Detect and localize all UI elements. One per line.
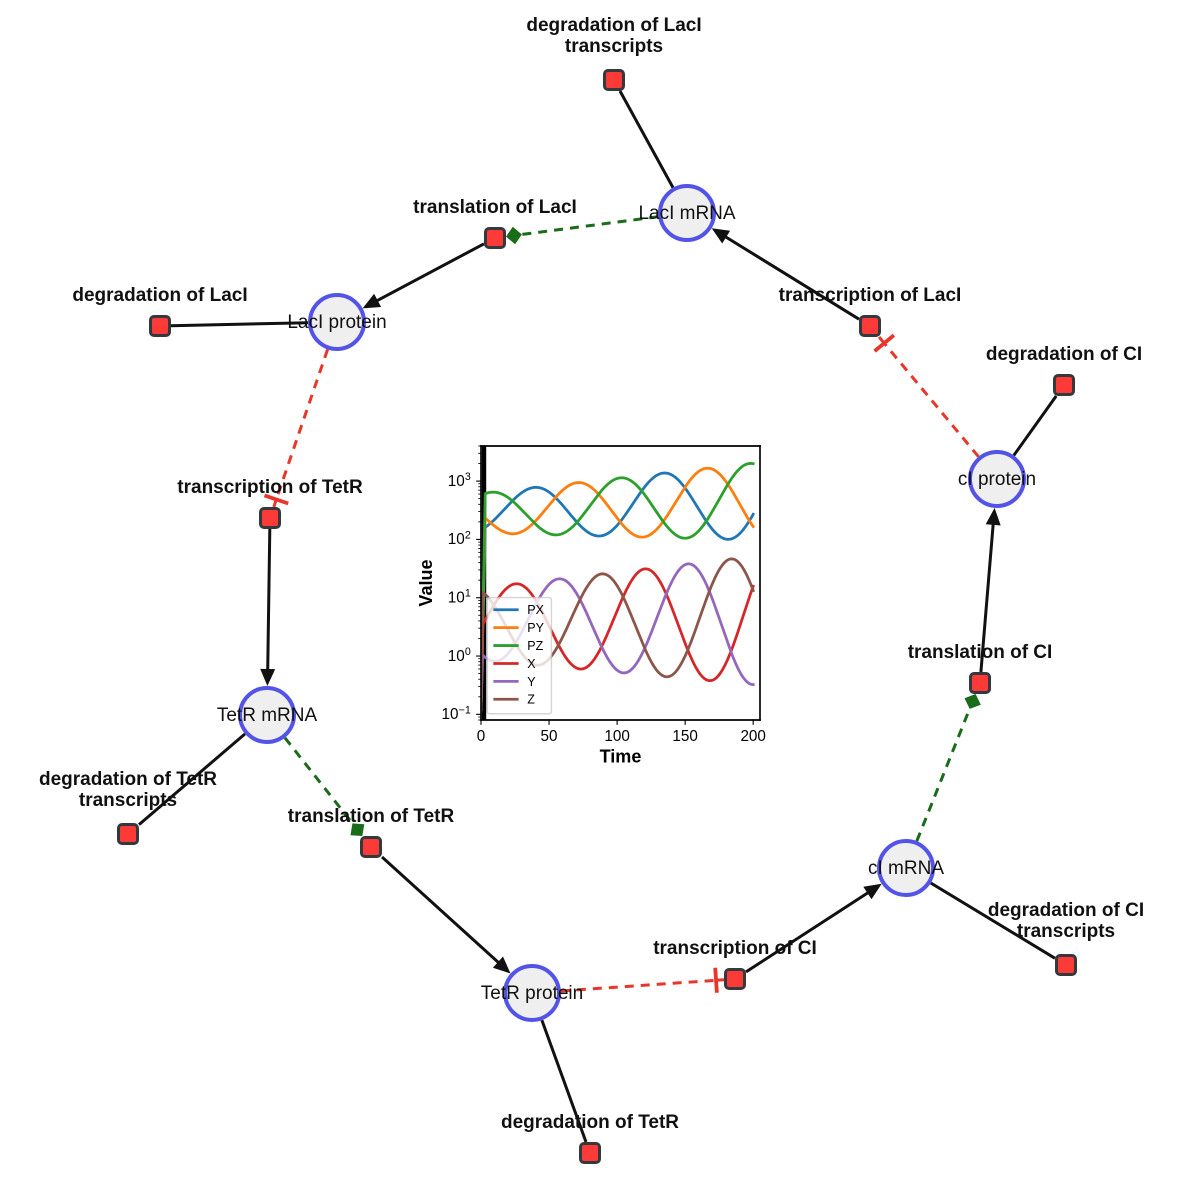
- svg-text:PZ: PZ: [527, 639, 543, 653]
- svg-text:100: 100: [604, 728, 629, 745]
- svg-text:Y: Y: [527, 675, 536, 689]
- svg-text:PX: PX: [527, 603, 544, 617]
- svg-text:150: 150: [672, 728, 697, 745]
- svg-text:Z: Z: [527, 693, 535, 707]
- svg-text:Time: Time: [600, 747, 642, 767]
- svg-text:PY: PY: [527, 621, 544, 635]
- svg-text:Value: Value: [419, 559, 436, 606]
- svg-text:50: 50: [541, 728, 558, 745]
- svg-text:X: X: [527, 657, 536, 671]
- svg-text:200: 200: [740, 728, 765, 745]
- svg-text:0: 0: [477, 728, 486, 745]
